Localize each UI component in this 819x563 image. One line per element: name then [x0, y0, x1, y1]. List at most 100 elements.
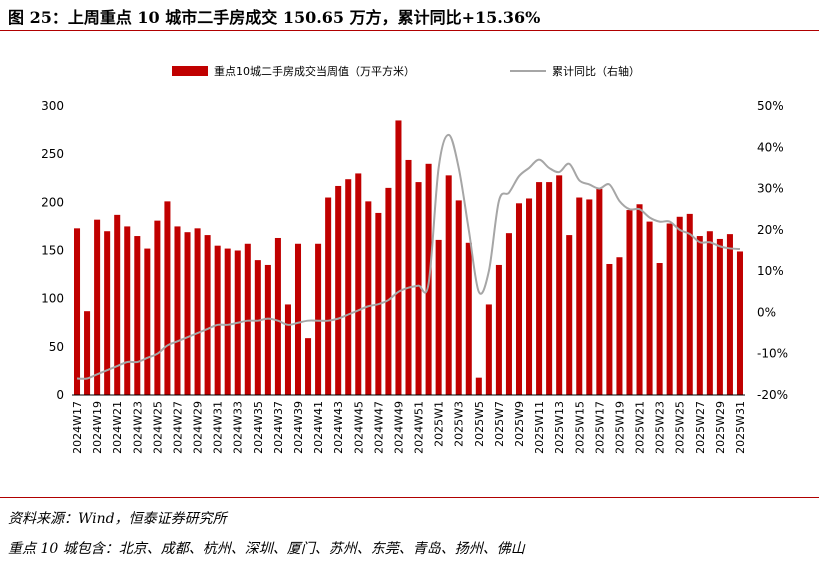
bar [526, 198, 533, 395]
x-tick-label: 2024W39 [292, 401, 305, 454]
bar [154, 220, 161, 395]
bar [134, 236, 141, 395]
right-tick-label: 40% [757, 140, 784, 154]
bar [435, 239, 442, 395]
bar [124, 226, 131, 395]
bar [224, 248, 231, 395]
bar [204, 235, 211, 395]
x-tick-label: 2025W31 [734, 401, 747, 454]
x-tick-label: 2024W25 [151, 401, 164, 454]
x-tick-label: 2024W35 [252, 401, 265, 454]
bar-series [74, 120, 743, 395]
line-series [76, 133, 741, 380]
bar [576, 197, 583, 395]
x-tick-label: 2025W9 [513, 401, 526, 447]
bar [284, 304, 291, 395]
bar [556, 175, 563, 395]
bar [606, 263, 613, 395]
x-tick-label: 2025W13 [553, 401, 566, 454]
chart-area: 重点10城二手房成交当周值（万平方米） 累计同比（右轴） 0 50 100 150 20… [41, 64, 788, 454]
cities-note: 重点 10 城包含：北京、成都、杭州、深圳、厦门、苏州、东莞、青岛、扬州、佛山 [8, 541, 525, 557]
left-tick-label: 50 [49, 340, 64, 354]
bar [736, 251, 743, 395]
x-tick-label: 2025W3 [453, 401, 466, 447]
bar [546, 182, 553, 395]
x-tick-label: 2025W19 [613, 401, 626, 454]
line-path [76, 133, 741, 380]
right-tick-label: 0% [757, 305, 776, 319]
bar [355, 173, 362, 395]
bar [666, 223, 673, 395]
chart-title: 图 25：上周重点 10 城市二手房成交 150.65 万方，累计同比+15.3… [8, 8, 541, 27]
right-tick-label: 10% [757, 264, 784, 278]
bar [485, 304, 492, 395]
left-tick-label: 250 [41, 147, 64, 161]
bar [94, 219, 101, 395]
legend: 重点10城二手房成交当周值（万平方米） 累计同比（右轴） [172, 64, 640, 78]
legend-bar-swatch [172, 66, 208, 76]
bar [184, 232, 191, 395]
left-y-axis: 0 50 100 150 200 250 300 [41, 99, 64, 402]
x-tick-label: 2025W27 [694, 401, 707, 454]
bar [706, 231, 713, 395]
x-tick-label: 2024W33 [232, 401, 245, 454]
bar [214, 245, 221, 395]
bar [586, 199, 593, 395]
bar [696, 236, 703, 395]
x-tick-label: 2024W27 [171, 401, 184, 454]
left-tick-label: 300 [41, 99, 64, 113]
legend-line-label: 累计同比（右轴） [552, 64, 640, 78]
x-tick-label: 2024W31 [212, 401, 225, 454]
x-tick-label: 2024W29 [192, 401, 205, 454]
bar [726, 234, 733, 395]
x-tick-label: 2025W17 [593, 401, 606, 454]
bar [174, 226, 181, 395]
x-tick-label: 2025W21 [634, 401, 647, 454]
bar [515, 203, 523, 395]
right-tick-label: -20% [757, 388, 788, 402]
x-tick-label: 2024W49 [392, 401, 405, 454]
x-tick-label: 2025W11 [533, 401, 546, 454]
x-tick-label: 2024W19 [91, 401, 104, 454]
x-tick-label: 2024W47 [372, 401, 385, 454]
bar [475, 377, 482, 395]
left-tick-label: 100 [41, 292, 64, 306]
x-tick-label: 2024W43 [332, 401, 345, 454]
x-tick-label: 2024W21 [111, 401, 124, 454]
bar [315, 243, 322, 395]
bar [244, 243, 251, 395]
bar [84, 311, 91, 395]
left-tick-label: 0 [56, 388, 64, 402]
bar [455, 200, 462, 395]
left-tick-label: 150 [41, 244, 64, 258]
left-tick-label: 200 [41, 195, 64, 209]
right-tick-label: 50% [757, 99, 784, 113]
x-tick-label: 2025W5 [473, 401, 486, 447]
bar [144, 248, 151, 395]
x-tick-label: 2025W23 [654, 401, 667, 454]
x-tick-label: 2024W17 [71, 401, 84, 454]
bar [74, 228, 81, 395]
bar [254, 260, 261, 395]
bar [596, 188, 603, 395]
legend-bar-label: 重点10城二手房成交当周值（万平方米） [214, 64, 415, 78]
x-tick-label: 2025W15 [573, 401, 586, 454]
bar [536, 182, 543, 395]
x-tick-label: 2025W25 [674, 401, 687, 454]
bar [194, 228, 201, 395]
bar [445, 175, 452, 395]
bar [495, 264, 502, 395]
source-note: 资料来源：Wind，恒泰证券研究所 [8, 511, 227, 527]
x-tick-label: 2025W29 [714, 401, 727, 454]
bar [686, 213, 693, 395]
bar [294, 243, 302, 395]
bar [335, 185, 342, 395]
x-tick-label: 2024W41 [312, 401, 325, 454]
bottom-rule [0, 497, 819, 498]
bar [345, 179, 352, 395]
bar [616, 257, 623, 395]
x-axis: 2024W17 2024W19 2024W21 2024W23 2024W25 2024W… [71, 394, 747, 454]
x-tick-label: 2024W51 [413, 401, 426, 454]
x-tick-label: 2024W45 [352, 401, 365, 454]
bar [405, 159, 412, 395]
